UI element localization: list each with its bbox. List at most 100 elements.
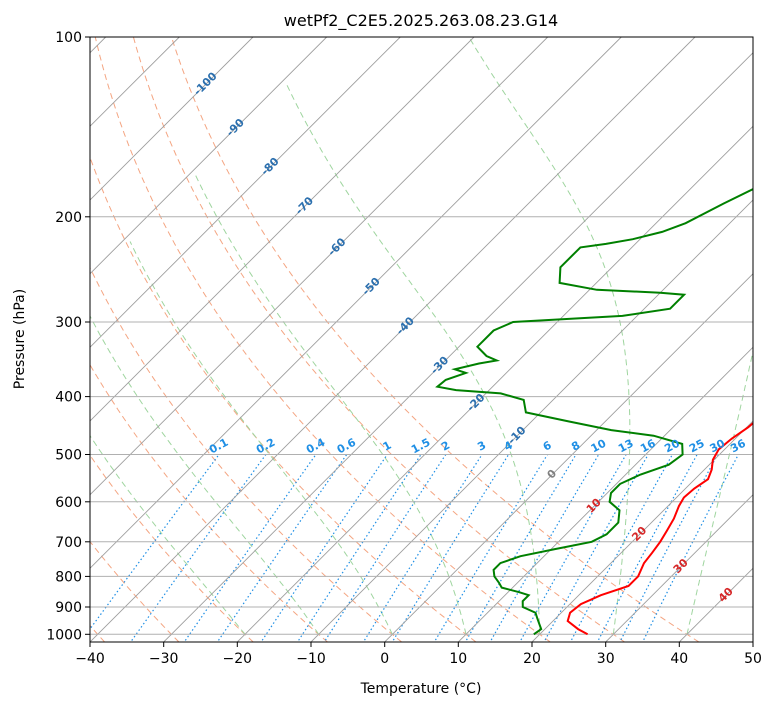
x-tick-label: 20	[523, 651, 541, 667]
isotherm-line	[236, 125, 753, 642]
isotherm-line	[605, 494, 753, 642]
mixing-ratio-label: 36	[728, 437, 748, 456]
y-tick-label: 300	[55, 315, 82, 331]
x-tick-label: 10	[449, 651, 467, 667]
chart-title: wetPf2_C2E5.2025.263.08.23.G14	[284, 11, 558, 31]
dry-adiabat-line	[90, 363, 328, 642]
mixing-ratio-line	[216, 454, 348, 642]
mixing-ratio-line	[183, 454, 317, 642]
dry-adiabat-label: -40	[394, 314, 417, 337]
moist-adiabat-line	[286, 84, 541, 635]
moist-adiabat-line	[129, 241, 393, 635]
moist-adiabat-line	[194, 174, 467, 635]
isotherm-line	[90, 37, 549, 496]
mixing-ratio-label: 0.6	[335, 436, 359, 457]
mixing-ratio-line	[90, 454, 220, 630]
plot-frame	[89, 36, 754, 643]
dry-adiabat-line	[132, 37, 625, 642]
dry-adiabats	[90, 37, 700, 642]
isotherm-line	[384, 273, 753, 642]
mixing-ratio-label: 30	[708, 437, 728, 456]
line-labels: -100-90-80-70-60-50-40-30-20-10010203040…	[191, 69, 748, 604]
y-tick-label: 900	[55, 600, 82, 616]
dry-adiabat-line	[94, 37, 551, 642]
moist-adiabat-line	[686, 348, 753, 635]
mixing-ratio-label: 0.2	[254, 436, 277, 457]
dewpoint-profile-line	[435, 188, 753, 636]
isotherm-line	[90, 37, 696, 642]
mixing-ratio-label: 0.1	[207, 436, 230, 457]
mixing-ratio-line	[260, 454, 388, 642]
dry-adiabat-label: -60	[325, 235, 348, 258]
isotherm-line	[90, 37, 401, 348]
isotherm-line	[90, 37, 622, 569]
x-tick-label: −40	[75, 651, 105, 667]
moist-adiabat-label: 40	[716, 585, 736, 605]
isotherms	[90, 37, 753, 642]
dry-adiabat-label: -100	[191, 69, 220, 98]
moist-adiabat-label: 10	[584, 495, 604, 515]
mixing-ratio-label: 1	[381, 439, 394, 454]
isotherm-line	[310, 199, 753, 642]
isobars	[90, 37, 753, 635]
mixing-ratio-line	[296, 454, 422, 642]
mixing-ratio-line	[464, 454, 577, 642]
mixing-ratio-label: 1.5	[409, 436, 432, 457]
y-tick-label: 100	[55, 30, 82, 46]
y-tick-label: 200	[55, 210, 82, 226]
x-tick-label: 0	[380, 651, 389, 667]
sounding-profiles	[435, 188, 753, 636]
moist-adiabat-line	[90, 314, 320, 635]
dry-adiabat-label: -70	[293, 194, 316, 217]
x-tick-label: −10	[296, 651, 326, 667]
x-axis: −40 −30 −20 −10 0 10 20 30 40 50	[75, 642, 762, 667]
mixing-ratio-line	[489, 454, 600, 642]
y-tick-label: 800	[55, 569, 82, 585]
moist-adiabat-line	[90, 434, 246, 635]
mixing-ratio-line	[519, 454, 627, 642]
y-axis: 100 200 300 400 500 600 700 800 900 1000	[46, 30, 90, 643]
y-axis-label: Pressure (hPa)	[12, 289, 28, 389]
mixing-ratio-label: 13	[616, 437, 636, 456]
x-tick-label: 50	[744, 651, 762, 667]
mixing-ratio-label: 3	[475, 439, 488, 454]
dry-adiabat-line	[90, 266, 403, 642]
mixing-ratio-label: 16	[638, 437, 658, 456]
y-tick-label: 400	[55, 390, 82, 406]
plot-area: -100-90-80-70-60-50-40-30-20-10010203040…	[90, 37, 753, 642]
dry-adiabat-line	[90, 156, 477, 642]
mixing-ratio-label: 10	[589, 437, 609, 456]
mixing-ratio-line	[362, 454, 483, 642]
mixing-ratio-line	[129, 454, 267, 642]
x-tick-label: 30	[597, 651, 615, 667]
x-tick-label: −20	[223, 651, 253, 667]
mixing-ratio-label: 20	[662, 437, 682, 456]
mixing-ratio-label: 0.4	[304, 436, 328, 457]
isotherm-line	[163, 52, 753, 642]
isotherm-line	[90, 37, 254, 201]
dry-adiabat-label: -30	[428, 353, 451, 376]
y-tick-label: 600	[55, 495, 82, 511]
isotherm-line	[531, 420, 753, 642]
y-tick-label: 700	[55, 535, 82, 551]
dry-adiabat-label: -90	[224, 116, 247, 139]
y-tick-label: 500	[55, 448, 82, 464]
dry-adiabat-line	[90, 454, 254, 642]
mixing-ratio-label: 25	[687, 437, 707, 456]
isotherm-line	[90, 37, 475, 422]
isotherm-line	[457, 346, 753, 642]
isotherm-line	[678, 567, 753, 642]
mixing-ratio-line	[543, 454, 649, 642]
mixing-ratio-label: 6	[541, 438, 554, 453]
mixing-ratio-lines	[90, 454, 739, 642]
isotherm-line	[752, 641, 753, 642]
x-axis-label: Temperature (°C)	[360, 681, 482, 697]
moist-adiabat-label: 0	[545, 467, 560, 482]
temperature-profile-line	[566, 421, 753, 636]
mixing-ratio-line	[391, 454, 510, 642]
moist-adiabat-label: 30	[671, 556, 691, 576]
mixing-ratio-line	[596, 454, 698, 642]
dry-adiabat-label: -80	[258, 155, 281, 178]
y-tick-label: 1000	[46, 627, 82, 643]
